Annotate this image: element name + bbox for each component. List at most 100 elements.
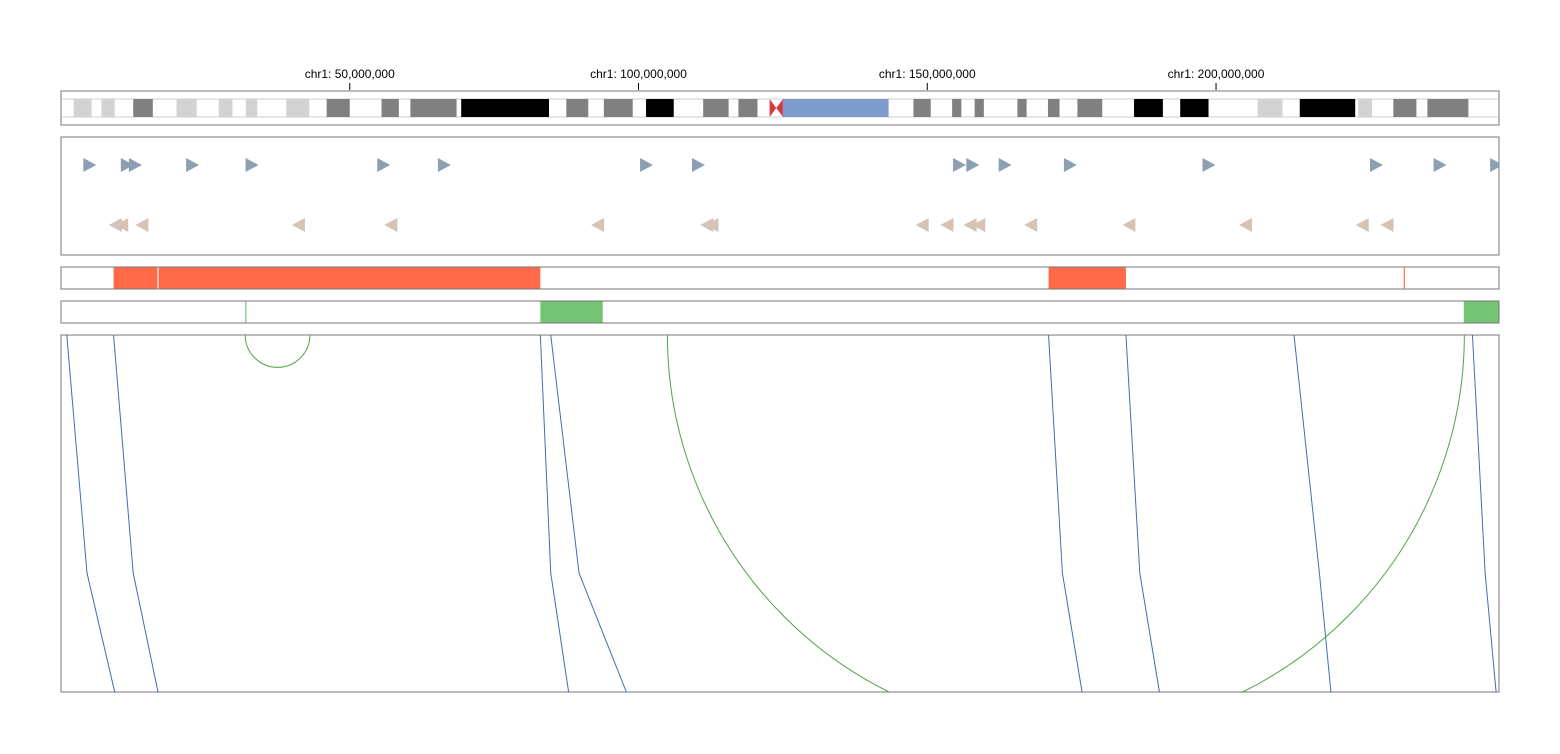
blue-link-2[interactable] bbox=[539, 335, 570, 692]
green-arc-1[interactable] bbox=[666, 335, 1465, 733]
reverse-gene-14[interactable] bbox=[1239, 218, 1253, 232]
ideogram-band-13 bbox=[286, 99, 310, 117]
blue-link-6[interactable] bbox=[1293, 335, 1332, 692]
ideogram-band-29 bbox=[703, 99, 729, 117]
blue-link-1[interactable] bbox=[113, 335, 159, 692]
forward-gene-1[interactable] bbox=[120, 158, 134, 172]
forward-gene-11[interactable] bbox=[998, 158, 1012, 172]
reverse-gene-4[interactable] bbox=[384, 218, 398, 232]
reverse-gene-5[interactable] bbox=[591, 218, 605, 232]
green-segment-track[interactable] bbox=[60, 300, 1500, 324]
red-track-frame bbox=[60, 266, 1500, 290]
reverse-gene-12[interactable] bbox=[1024, 218, 1038, 232]
forward-gene-13[interactable] bbox=[1202, 158, 1216, 172]
ideogram-band-44 bbox=[1047, 99, 1060, 117]
red-segment-2[interactable] bbox=[1048, 267, 1126, 289]
ideogram-band-3 bbox=[101, 99, 115, 117]
green-segment-0[interactable] bbox=[245, 301, 247, 323]
ideogram-band-38 bbox=[952, 99, 962, 117]
blue-link-0[interactable] bbox=[66, 335, 116, 692]
ideogram-band-48 bbox=[1134, 99, 1163, 117]
link-track[interactable] bbox=[60, 334, 1500, 733]
axis-tick-label-1: chr1: 100,000,000 bbox=[590, 67, 687, 81]
forward-gene-4[interactable] bbox=[245, 158, 259, 172]
forward-gene-6[interactable] bbox=[437, 158, 451, 172]
ideogram-band-34 bbox=[782, 99, 889, 117]
forward-gene-12[interactable] bbox=[1063, 158, 1077, 172]
red-segments bbox=[113, 267, 1405, 289]
centromere-band bbox=[769, 99, 783, 117]
forward-gene-0[interactable] bbox=[83, 158, 97, 172]
blue-link-3[interactable] bbox=[550, 335, 627, 692]
ideogram-band-27 bbox=[646, 99, 674, 117]
axis-tick-label-3: chr1: 200,000,000 bbox=[1168, 67, 1265, 81]
link-track-frame bbox=[60, 334, 1500, 693]
red-segment-1[interactable] bbox=[158, 267, 541, 289]
ideogram-band-5 bbox=[133, 99, 153, 117]
ideogram-band-50 bbox=[1180, 99, 1209, 117]
ideogram-band-7 bbox=[176, 99, 197, 117]
axis-tick-label-0: chr1: 50,000,000 bbox=[305, 67, 395, 81]
ideogram-band-21 bbox=[461, 99, 549, 117]
forward-gene-2[interactable] bbox=[128, 158, 142, 172]
ideogram-band-11 bbox=[245, 99, 258, 117]
forward-gene-15[interactable] bbox=[1433, 158, 1447, 172]
reverse-gene-10[interactable] bbox=[963, 218, 977, 232]
forward-gene-5[interactable] bbox=[377, 158, 391, 172]
ideogram-frame bbox=[60, 90, 1500, 126]
forward-gene-14[interactable] bbox=[1369, 158, 1383, 172]
ideogram-band-52 bbox=[1257, 99, 1283, 117]
reverse-gene-9[interactable] bbox=[940, 218, 954, 232]
ideogram-band-58 bbox=[1393, 99, 1417, 117]
ideogram-band-46 bbox=[1077, 99, 1103, 117]
ideogram-band-1 bbox=[73, 99, 92, 117]
ideogram-band-31 bbox=[738, 99, 758, 117]
reverse-gene-8[interactable] bbox=[915, 218, 929, 232]
reverse-gene-3[interactable] bbox=[291, 218, 305, 232]
reverse-gene-2[interactable] bbox=[135, 218, 149, 232]
reverse-gene-16[interactable] bbox=[1380, 218, 1394, 232]
gene-markers bbox=[83, 158, 1503, 232]
axis-tick-label-2: chr1: 150,000,000 bbox=[879, 67, 976, 81]
red-segment-3[interactable] bbox=[1403, 267, 1405, 289]
genomic-axis: chr1: 50,000,000 chr1: 100,000,000 chr1: 1… bbox=[305, 67, 1265, 90]
green-track-frame bbox=[60, 300, 1500, 324]
reverse-gene-15[interactable] bbox=[1355, 218, 1369, 232]
ideogram-band-19 bbox=[410, 99, 457, 117]
ideogram-band-17 bbox=[381, 99, 399, 117]
forward-gene-16[interactable] bbox=[1490, 158, 1503, 172]
reverse-gene-7[interactable] bbox=[705, 218, 719, 232]
blue-link-5[interactable] bbox=[1125, 335, 1160, 692]
link-curves bbox=[66, 335, 1497, 733]
green-segments bbox=[245, 301, 1499, 323]
green-segment-2[interactable] bbox=[1463, 301, 1499, 323]
red-segment-0[interactable] bbox=[113, 267, 158, 289]
forward-gene-3[interactable] bbox=[186, 158, 200, 172]
reverse-gene-1[interactable] bbox=[115, 218, 129, 232]
ideogram-band-42 bbox=[1017, 99, 1027, 117]
forward-gene-10[interactable] bbox=[966, 158, 980, 172]
ideogram-band-60 bbox=[1427, 99, 1469, 117]
blue-link-4[interactable] bbox=[1048, 335, 1083, 692]
chromosome-ideogram[interactable] bbox=[60, 90, 1500, 126]
ideogram-band-9 bbox=[218, 99, 233, 117]
green-arc-0[interactable] bbox=[244, 335, 311, 368]
ideogram-band-36 bbox=[913, 99, 931, 117]
ideogram-band-40 bbox=[974, 99, 984, 117]
forward-gene-8[interactable] bbox=[691, 158, 705, 172]
ideogram-band-15 bbox=[326, 99, 350, 117]
reverse-gene-11[interactable] bbox=[972, 218, 986, 232]
gene-track[interactable] bbox=[60, 136, 1503, 256]
green-segment-1[interactable] bbox=[540, 301, 603, 323]
gene-track-frame bbox=[60, 136, 1500, 256]
forward-gene-7[interactable] bbox=[640, 158, 654, 172]
ideogram-band-56 bbox=[1358, 99, 1372, 117]
ideogram-band-54 bbox=[1299, 99, 1356, 117]
forward-gene-9[interactable] bbox=[953, 158, 967, 172]
red-segment-track[interactable] bbox=[60, 266, 1500, 290]
blue-link-7[interactable] bbox=[1471, 335, 1497, 692]
ideogram-band-25 bbox=[603, 99, 633, 117]
reverse-gene-13[interactable] bbox=[1122, 218, 1136, 232]
ideogram-band-23 bbox=[566, 99, 589, 117]
